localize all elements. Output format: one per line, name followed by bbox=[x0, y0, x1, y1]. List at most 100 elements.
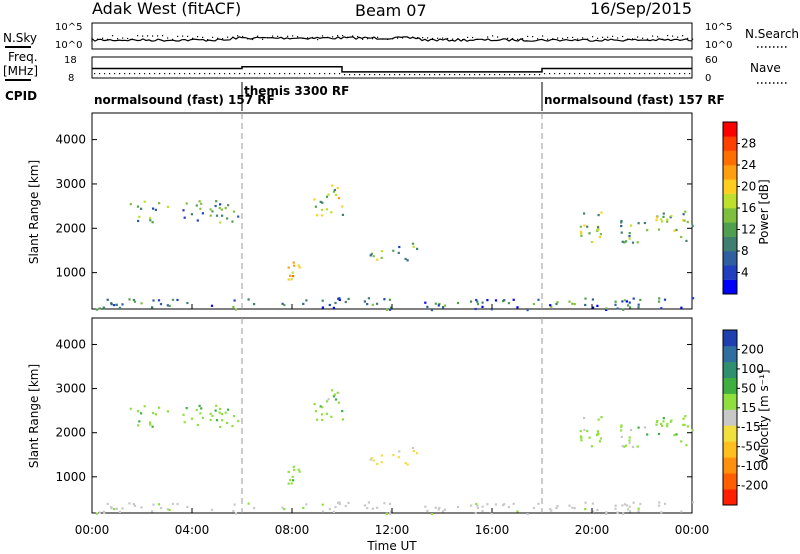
nave-dot bbox=[639, 73, 641, 75]
nsearch-dot bbox=[687, 37, 689, 39]
velocity-echo-cell bbox=[684, 415, 687, 418]
power-echo-cell bbox=[503, 299, 506, 302]
nsearch-dot bbox=[412, 36, 414, 38]
power-echo-cell bbox=[152, 207, 155, 210]
nave-dot bbox=[339, 73, 341, 75]
colorbar-swatch bbox=[723, 122, 737, 137]
nave-dot bbox=[254, 73, 256, 75]
power-echo-cell bbox=[338, 297, 341, 300]
power-echo-cell bbox=[666, 218, 669, 221]
nsearch-dot bbox=[352, 35, 354, 37]
power-echo-cell bbox=[221, 214, 224, 217]
nsearch-dot bbox=[447, 37, 449, 40]
nsearch-dot bbox=[577, 38, 579, 40]
x-tick-label: 12:00 bbox=[375, 523, 410, 537]
power-echo-cell bbox=[321, 306, 324, 309]
velocity-echo-cell bbox=[516, 510, 519, 513]
nsearch-dot bbox=[252, 38, 254, 41]
velocity-echo-cell bbox=[655, 420, 658, 423]
nsearch-dot bbox=[407, 36, 409, 38]
nsearch-dot bbox=[312, 36, 314, 39]
nsearch-dot bbox=[432, 37, 434, 40]
velocity-echo-cell bbox=[660, 422, 663, 425]
velocity-echo-cell bbox=[305, 503, 308, 506]
nsearch-dot bbox=[97, 38, 99, 40]
nave-dot bbox=[559, 73, 561, 75]
velocity-echo-cell bbox=[253, 507, 256, 510]
nave-dot bbox=[329, 73, 331, 75]
velocity-echo-cell bbox=[234, 512, 238, 515]
nave-dot bbox=[224, 73, 226, 75]
power-echo-cell bbox=[580, 234, 583, 237]
nsearch-dot bbox=[127, 37, 129, 40]
velocity-echo-cell bbox=[138, 420, 141, 423]
power-echo-cell bbox=[383, 298, 386, 301]
power-echo-cell bbox=[113, 304, 116, 307]
velocity-echo-cell bbox=[597, 430, 600, 433]
colorbar-swatch bbox=[723, 279, 737, 295]
velocity-echo-cell bbox=[220, 413, 223, 416]
velocity-echo-cell bbox=[631, 445, 635, 449]
velocity-echo-cell bbox=[662, 417, 665, 420]
power-echo-cell bbox=[233, 299, 236, 302]
velocity-echo-cell bbox=[137, 424, 140, 427]
nsky-line bbox=[91, 36, 693, 42]
power-echo-cell bbox=[376, 258, 379, 261]
nave-dot bbox=[569, 73, 571, 75]
velocity-echo-cell bbox=[327, 398, 330, 401]
power-echo-cell bbox=[406, 259, 409, 262]
nsearch-dot bbox=[637, 36, 639, 38]
velocity-echo-cell bbox=[661, 424, 664, 427]
nsearch-dot bbox=[257, 35, 259, 37]
power-echo-cell bbox=[143, 200, 146, 203]
power-echo-cell bbox=[313, 198, 316, 201]
power-echo-cell bbox=[622, 308, 625, 311]
colorbar-tick-label: 16 bbox=[741, 201, 756, 215]
velocity-echo-cell bbox=[643, 426, 646, 429]
velocity-echo-cell bbox=[685, 444, 688, 447]
power-echo-cell bbox=[684, 210, 687, 213]
velocity-echo-cell bbox=[233, 503, 236, 506]
velocity-colorbar: 200 100 50 15 -15 -50 -100 -200 bbox=[722, 329, 768, 506]
velocity-echo-cell bbox=[380, 454, 383, 457]
nave-dot bbox=[219, 73, 221, 75]
velocity-echo-cell bbox=[512, 502, 515, 505]
cpid-segment-label: normalsound (fast) 157 RF bbox=[94, 93, 275, 107]
velocity-echo-cell bbox=[469, 504, 473, 507]
nsearch-dot bbox=[547, 38, 549, 40]
velocity-echo-cell bbox=[338, 502, 341, 506]
velocity-echo-cell bbox=[113, 508, 116, 511]
power-echo-cell bbox=[680, 235, 683, 239]
velocity-echo-cell bbox=[646, 433, 649, 436]
colorbar-swatch bbox=[723, 393, 737, 410]
power-echo-cell bbox=[138, 215, 141, 218]
nsearch-dot bbox=[677, 36, 679, 38]
power-echo-cell bbox=[657, 228, 661, 231]
velocity-echo-cell bbox=[622, 512, 625, 515]
velocity-echo-cell bbox=[320, 413, 324, 416]
nave-dot bbox=[314, 73, 316, 75]
freq-tick-bottom: 8 bbox=[68, 73, 74, 84]
nsearch-dot bbox=[342, 35, 344, 37]
nsearch-dot bbox=[132, 38, 134, 40]
velocity-echo-cell bbox=[321, 406, 324, 409]
nave-dot bbox=[169, 73, 171, 75]
velocity-echo-cell bbox=[190, 417, 193, 420]
nave-dot bbox=[529, 74, 531, 76]
power-echo-cell bbox=[412, 245, 415, 248]
velocity-echo-cell bbox=[614, 507, 617, 510]
cpid-label: CPID bbox=[5, 89, 37, 103]
power-echo-cell bbox=[388, 298, 391, 301]
power-echo-cell bbox=[110, 303, 113, 306]
velocity-echo-cell bbox=[486, 503, 489, 506]
velocity-echo-cell bbox=[620, 429, 623, 432]
nsearch-dot bbox=[372, 38, 374, 40]
power-echo-cell bbox=[686, 220, 689, 224]
nsearch-dot bbox=[422, 37, 424, 39]
velocity-echo-cell bbox=[426, 509, 429, 512]
velocity-echo-cell bbox=[683, 423, 686, 427]
velocity-echo-cell bbox=[140, 506, 143, 509]
power-echo-cell bbox=[621, 240, 624, 243]
power-echo-cell bbox=[579, 225, 582, 228]
power-echo-cell bbox=[616, 307, 619, 310]
